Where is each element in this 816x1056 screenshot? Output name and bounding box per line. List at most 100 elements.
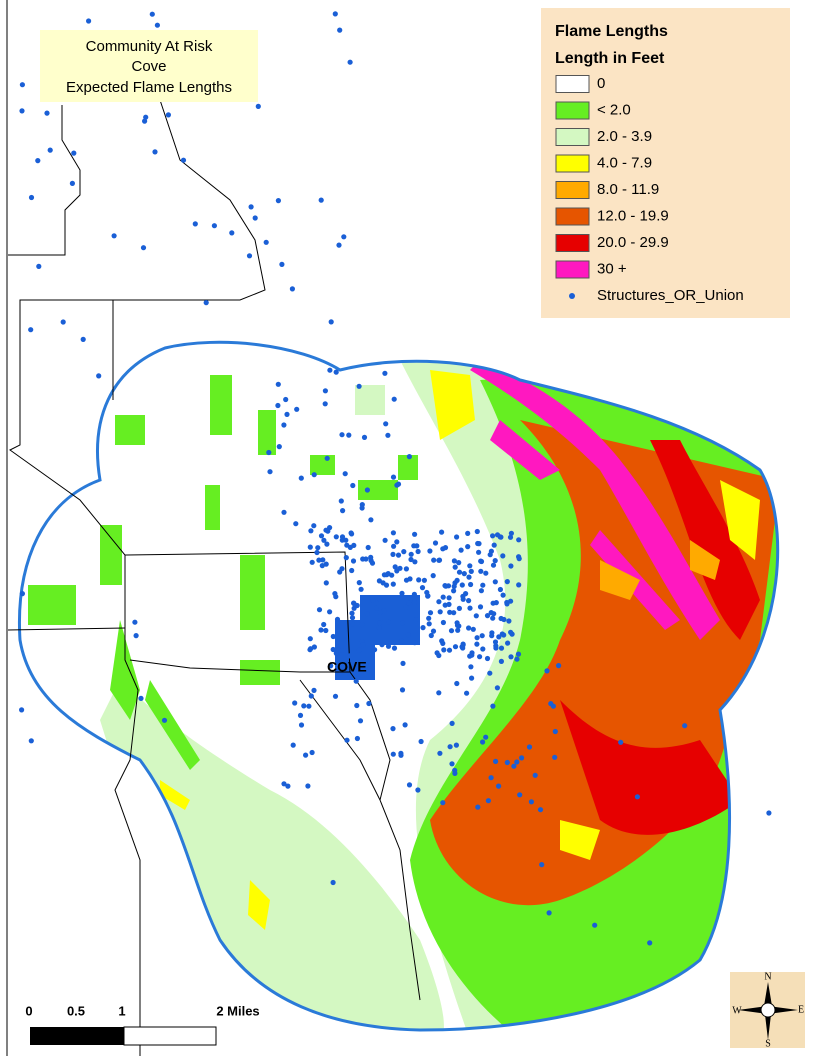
structure-dot [459,582,465,588]
structure-dot [364,611,370,617]
structure-dot [346,432,352,438]
structure-dot [454,577,460,584]
structure-dot [263,239,269,245]
structure-dot [618,739,624,745]
structure-dot [392,564,398,570]
structure-dot [353,678,359,684]
structure-dot [550,703,557,709]
structure-dot [96,373,102,379]
structure-dot [327,367,333,373]
legend-label: 20.0 - 29.9 [597,234,669,251]
structure-dot [330,879,336,886]
structure-dot [440,594,446,600]
structure-dot [333,534,339,540]
structure-dot [517,792,523,798]
structure-dot [390,474,397,480]
structure-dot [281,422,287,428]
scale-label: 0.5 [67,1003,85,1018]
structure-dot [316,557,322,563]
legend-subtitle: Length in Feet [555,50,665,67]
structure-dot [447,744,453,750]
structure-dot [356,647,362,653]
structure-dot [356,580,362,586]
structure-dot [379,642,385,648]
structure-dot [365,544,371,551]
structure-dot [399,620,406,626]
structure-dot [255,103,261,109]
compass-letter: N [764,971,771,982]
structure-dot [395,552,402,558]
structure-dot [383,421,389,427]
structure-dot [309,749,315,756]
structure-dot [492,639,499,645]
legend-label: 30 + [597,260,627,277]
structure-dot [321,537,327,543]
structure-dot [378,616,384,622]
structure-dot [332,693,339,699]
structure-dot [491,611,497,617]
structure-dot [380,580,386,586]
structure-dot [285,783,291,789]
structure-dot [359,505,365,511]
structure-dot [442,545,449,551]
structure-dot [556,663,562,669]
structure-dot [275,381,281,387]
structure-dot [402,722,408,728]
structure-dot [427,548,433,554]
structure-dot [336,242,342,248]
structure-dot [508,598,514,604]
structure-dot [330,633,336,640]
structure-dot [437,609,443,615]
structure-dot [385,432,391,438]
structure-dot [149,11,155,17]
structure-dot [479,633,485,639]
structure-dot [476,541,482,547]
structure-dot [405,632,411,638]
structure-dot [298,722,305,728]
structure-dot [342,471,348,477]
structure-dot [390,551,396,558]
structure-dot [506,618,512,624]
structure-dot [492,558,498,564]
structure-dot [318,197,324,203]
structure-dot [493,645,499,651]
structure-dot [344,737,350,743]
structure-dot [308,528,314,534]
legend-symbol [569,293,575,299]
structure-dot [478,588,484,594]
structure-dot [211,223,217,229]
structure-dot [528,799,535,805]
flame-length-raster [19,342,778,1030]
structure-dot [315,545,321,551]
structure-dot [477,604,484,610]
structure-dot [28,327,34,333]
legend-swatch [555,207,590,226]
structure-dot [488,548,494,554]
structure-dot [490,533,496,539]
structure-dot [19,108,25,114]
structure-dot [489,633,495,639]
structure-dot [478,568,484,574]
structure-dot [403,566,409,572]
structure-dot [460,593,466,600]
structure-dot [305,783,311,789]
structure-dot [339,534,346,540]
structure-dot [301,703,307,709]
structure-dot [349,567,355,574]
structure-dot [508,563,514,569]
structure-dot [354,702,360,709]
structure-dot [385,643,392,649]
structure-dot [318,533,325,539]
structure-dot [519,755,525,761]
structure-dot [377,596,383,602]
structure-dot [138,695,144,702]
structure-dot [351,542,357,549]
legend-swatch [555,181,590,199]
structure-dot [399,638,405,644]
structure-dot [391,396,397,402]
structure-dot [327,609,333,615]
structure-dot [430,573,436,579]
structure-dot [440,619,446,626]
structure-dot [332,591,338,597]
structure-dot [339,432,345,438]
